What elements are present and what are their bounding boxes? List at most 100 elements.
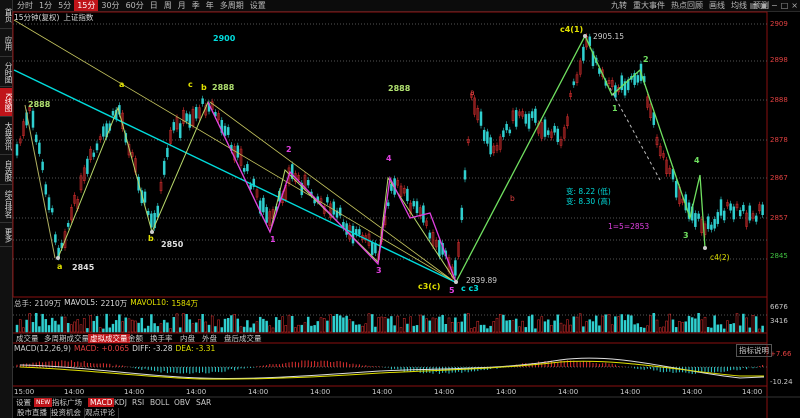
volume-bar [271, 327, 275, 333]
period-tab-5min[interactable]: 5分 [58, 1, 72, 10]
volume-bar [377, 317, 380, 333]
volume-bar [118, 314, 121, 333]
wave-label-2: 2 [643, 55, 649, 64]
period-tab-multi[interactable]: 多周期 [219, 1, 244, 10]
period-tab-timeshare[interactable]: 分时 [17, 1, 33, 10]
indicator-plaza-tab[interactable]: 指标广场 [52, 398, 82, 407]
period-tab-60min[interactable]: 60分 [125, 1, 144, 10]
volume-bar [646, 325, 649, 333]
tab-volume[interactable]: 成交量 [16, 334, 39, 343]
period-tab-quarter[interactable]: 季 [191, 1, 200, 10]
indicator-tab-rsi[interactable]: RSI [132, 398, 145, 407]
volume-bar [694, 318, 697, 333]
menu-hotspot-review[interactable]: 热点回顾 [671, 1, 703, 10]
tab-outer-volume[interactable]: 外盘 [202, 334, 217, 343]
left-sidebar: 首页 应用 分时图 K线图 大盘资讯 自选股 综合排名 更多 [0, 0, 13, 418]
volume-bar [537, 319, 540, 333]
time-tick: 14:00 [620, 388, 641, 396]
volume-bar [310, 325, 313, 333]
volume-bar [28, 313, 32, 333]
tab-virtual-volume[interactable]: 虚拟成交量 [88, 334, 130, 343]
volume-bar [223, 318, 227, 333]
footer-tab-opinions[interactable]: 观点评论 [82, 408, 119, 418]
candle-body [742, 204, 745, 212]
candle-body [729, 203, 732, 211]
sidebar-item-timeshare[interactable]: 分时图 [0, 58, 13, 87]
high-value-label: 2905.15 [593, 32, 625, 41]
volume-total-label: 总手: [14, 299, 32, 308]
volume-bar [92, 320, 96, 333]
wave-label-a-red: a [470, 88, 475, 97]
period-tab-30min[interactable]: 30分 [101, 1, 120, 10]
close-icon[interactable]: × [791, 1, 798, 10]
volume-bar [665, 320, 668, 333]
candle-body [66, 222, 70, 227]
indicator-tab-kdj[interactable]: KDJ [114, 398, 127, 407]
chart-symbol-name: 上证指数 [63, 13, 94, 22]
indicator-tab-macd[interactable]: MACD [88, 398, 115, 407]
minimize-icon[interactable]: − [771, 1, 778, 10]
period-tab-week[interactable]: 周 [163, 1, 172, 10]
candle-body [620, 75, 624, 91]
sidebar-item-ranking[interactable]: 综合排名 [0, 186, 13, 223]
sidebar-item-watchlist[interactable]: 自选股 [0, 156, 13, 185]
menu-major-events[interactable]: 重大事件 [633, 1, 665, 10]
period-tab-15min[interactable]: 15分 [74, 0, 99, 11]
candle-body [460, 207, 464, 221]
period-tab-year[interactable]: 年 [205, 1, 214, 10]
period-tab-month[interactable]: 月 [177, 1, 186, 10]
volume-bar [649, 315, 652, 333]
candle-body [249, 184, 252, 190]
indicator-tab-sar[interactable]: SAR [196, 398, 212, 407]
candle-body [326, 197, 329, 203]
volume-bar [719, 324, 723, 333]
sidebar-item-more[interactable]: 更多 [0, 224, 13, 247]
tab-multi-volume[interactable]: 多周期成交量 [44, 334, 89, 343]
tab-after-hours-volume[interactable]: 盘后成交量 [224, 334, 262, 343]
sidebar-item-market-news[interactable]: 大盘资讯 [0, 118, 13, 155]
volume-bar [121, 321, 124, 333]
volume-bar [198, 318, 201, 333]
sidebar-item-kline[interactable]: K线图 [0, 88, 13, 117]
volume-bar [681, 322, 684, 333]
period-tab-1min[interactable]: 1分 [39, 1, 53, 10]
mavol10-value: 1584万 [171, 299, 199, 308]
candle-body [482, 129, 486, 142]
volume-bar [498, 314, 502, 333]
period-tab-day[interactable]: 日 [149, 1, 158, 10]
volume-bar [370, 314, 374, 333]
maximize-icon[interactable]: □ [780, 1, 789, 10]
candle-body [466, 139, 470, 144]
candle-body [662, 153, 665, 158]
tab-turnover[interactable]: 换手率 [150, 334, 173, 343]
grid-icon[interactable]: ▣ [760, 1, 769, 10]
menu-moving-average[interactable]: 均线 [731, 1, 747, 10]
sidebar-item-apps[interactable]: 应用 [0, 30, 13, 57]
layout-icon[interactable]: ▤ [749, 1, 758, 10]
menu-forecast[interactable]: 预测 [753, 1, 769, 10]
indicator-tab-obv[interactable]: OBV [174, 398, 190, 407]
menu-draw-line[interactable]: 画线 [709, 1, 725, 10]
indicator-settings-tab[interactable]: 设置 [16, 398, 31, 407]
volume-header: 总手: 2109万 MAVOL5: 2210万 MAVOL10: 1584万 [14, 298, 198, 309]
candle-body [428, 232, 432, 239]
volume-bar [610, 324, 614, 333]
volume-bar [322, 318, 326, 333]
sidebar-item-home[interactable]: 首页 [0, 2, 13, 29]
candle-body [668, 167, 672, 174]
volume-bar [745, 317, 748, 333]
volume-bar [306, 316, 310, 333]
indicator-help-button[interactable]: 指标说明 [736, 344, 772, 357]
candle-body [550, 131, 553, 138]
tab-inner-volume[interactable]: 内盘 [180, 334, 195, 343]
footer-tab-live[interactable]: 股市直播 [14, 408, 51, 418]
tab-amount[interactable]: 金额 [128, 334, 143, 343]
volume-bar [303, 322, 307, 333]
volume-bar [54, 320, 57, 333]
footer-tab-opportunities[interactable]: 投资机会 [48, 408, 85, 418]
menu-jiuzhuan[interactable]: 九转 [611, 1, 627, 10]
indicator-tab-boll[interactable]: BOLL [150, 398, 170, 407]
volume-bar [508, 320, 512, 333]
volume-bar [300, 324, 304, 333]
period-tab-settings[interactable]: 设置 [249, 1, 266, 10]
